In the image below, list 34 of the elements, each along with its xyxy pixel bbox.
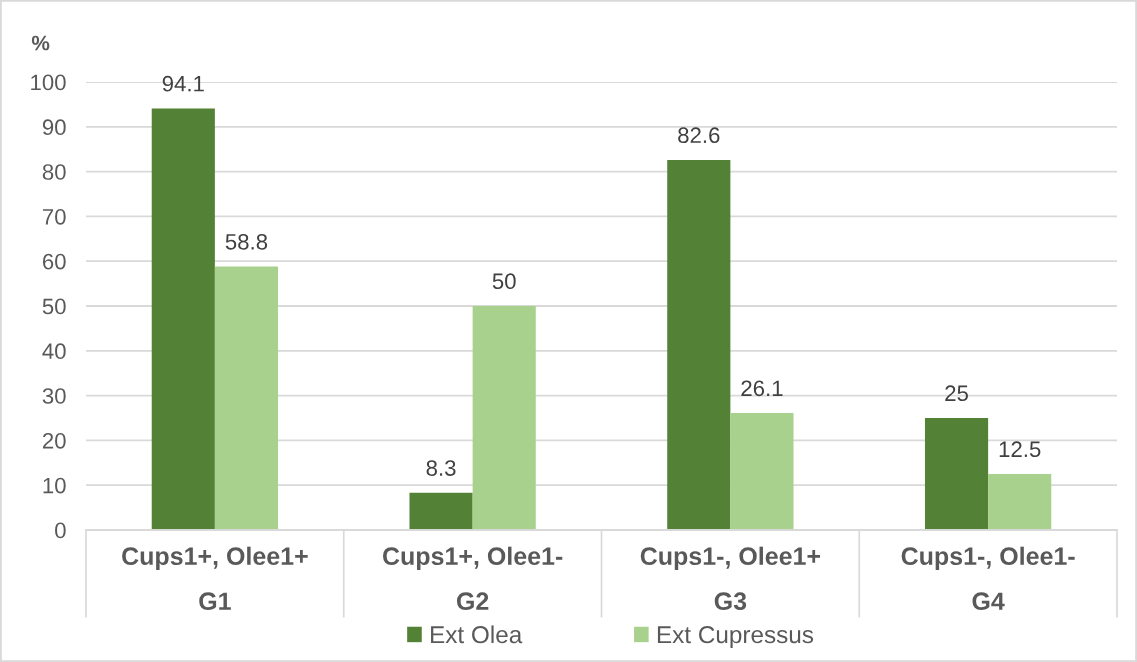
bar (151, 108, 215, 530)
data-label: 26.1 (741, 380, 783, 397)
bar (472, 306, 536, 530)
bar (409, 492, 473, 530)
x-tick-label: Cups1-, Olee1+ G3 (640, 546, 821, 611)
y-tick-label: 60 (42, 253, 66, 270)
bar (214, 266, 279, 530)
y-tick-label: 100 (31, 74, 66, 91)
y-tick-label: 80 (42, 164, 66, 180)
data-label: 8.3 (426, 460, 456, 476)
data-label: 82.6 (678, 127, 720, 144)
data-label: 94.1 (162, 75, 204, 92)
y-tick-label: 20 (42, 432, 66, 449)
x-tick-label: Cups1-, Olee1- G4 (901, 546, 1075, 611)
data-label: 12.5 (999, 441, 1041, 458)
y-tick-label: 10 (43, 477, 66, 494)
y-axis-title: % (31, 35, 50, 51)
data-label: 50 (492, 273, 516, 290)
y-tick-label: 30 (42, 388, 66, 404)
bar (924, 418, 989, 530)
y-tick-label: 50 (42, 298, 66, 315)
data-label: 58.8 (225, 233, 268, 250)
y-tick-label: 0 (55, 522, 66, 539)
y-tick-label: 90 (42, 119, 66, 136)
x-tick-label: Cups1+, Olee1- G2 (383, 546, 563, 611)
legend-label: Ext Olea (431, 625, 523, 644)
bar (730, 413, 794, 530)
y-tick-label: 70 (42, 208, 66, 225)
y-tick-label: 40 (42, 343, 66, 360)
legend-label: Ext Cupressus (657, 626, 814, 649)
bar (988, 474, 1052, 530)
bar (667, 159, 731, 530)
data-label: 25 (945, 385, 968, 402)
x-tick-label: Cups1+, Olee1+ G1 (122, 546, 308, 611)
